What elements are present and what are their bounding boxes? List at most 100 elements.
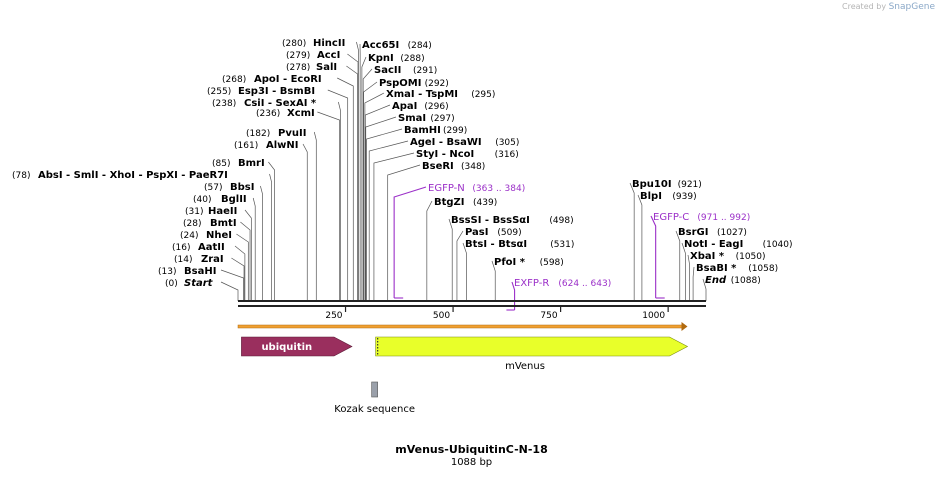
site-connector: [426, 200, 433, 301]
site-bbsi[interactable]: (57) BbsI: [204, 182, 254, 193]
site-name: BbsI: [230, 182, 254, 193]
site-sali[interactable]: (278) SalI: [286, 62, 337, 73]
site-name: XcmI: [287, 108, 315, 119]
site-blpi[interactable]: BlpI (939): [640, 191, 697, 202]
site-btgzi[interactable]: BtgZI (439): [434, 197, 497, 208]
site-connector: [234, 245, 246, 301]
site-acci[interactable]: (279) AccI: [286, 50, 340, 61]
site-name: ZraI: [201, 254, 224, 265]
site-connector: [368, 140, 409, 301]
site-connector: [637, 194, 643, 301]
primer-exfp-r[interactable]: EXFP-R (624 .. 643): [506, 278, 611, 311]
site-csii-sexai[interactable]: (238) CsiI - SexAI *: [212, 98, 317, 109]
orf-bar[interactable]: [237, 324, 683, 329]
site-position: (14): [174, 255, 192, 265]
site-name: AlwNI: [266, 140, 299, 151]
site-connector: [260, 185, 263, 301]
site-kpni[interactable]: KpnI (288): [368, 53, 425, 64]
site-zrai[interactable]: (14) ZraI: [174, 254, 224, 265]
site-name: BtgZI: [434, 197, 465, 208]
site-bmti[interactable]: (28) BmtI: [183, 218, 237, 229]
site-name: BseRI: [422, 161, 454, 172]
site-start[interactable]: (0) Start: [165, 278, 214, 289]
site-apoi-ecori[interactable]: (268) ApoI - EcoRI: [222, 74, 322, 85]
feature-label: Kozak sequence: [334, 404, 415, 415]
site-connector: [681, 242, 686, 301]
ruler-label: 250: [325, 311, 342, 321]
site-bsahi[interactable]: (13) BsaHI: [158, 266, 216, 277]
site-acc65i[interactable]: Acc65I (284): [362, 40, 432, 51]
site-pfoi[interactable]: PfoI * (598): [494, 257, 564, 268]
site-pvuii[interactable]: (182) PvuII: [246, 128, 306, 139]
site-name: PvuII: [278, 128, 306, 139]
site-position: (238): [212, 99, 236, 109]
site-connector: [317, 111, 340, 301]
site-xmai-tspmi[interactable]: XmaI - TspMI (295): [386, 89, 495, 100]
site-bseri[interactable]: BseRI (348): [422, 161, 485, 172]
site-bmri[interactable]: (85) BmrI: [212, 158, 265, 169]
site-position: (284): [408, 41, 432, 51]
primer-name: EXFP-R: [514, 278, 549, 289]
site-position: (16): [172, 243, 190, 253]
site-name: PfoI *: [494, 257, 526, 268]
site-name: Acc65I: [362, 40, 399, 51]
site-name: SmaI: [398, 113, 426, 124]
site-name: XmaI - TspMI: [386, 89, 458, 100]
site-absi-smli-xhoi-pspxi-paer7i[interactable]: (78) AbsI - SmlI - XhoI - PspXI - PaeR7I: [12, 170, 228, 181]
site-xcmi[interactable]: (236) XcmI: [256, 108, 315, 119]
site-position: (296): [424, 102, 448, 112]
site-alwni[interactable]: (161) AlwNI: [234, 140, 299, 151]
feature-kozak-sequence[interactable]: Kozak sequence: [334, 381, 415, 415]
site-position: (297): [430, 114, 454, 124]
site-aatii[interactable]: (16) AatII: [172, 242, 225, 253]
primer-range: (971 .. 992): [697, 213, 750, 223]
primer-connector: [511, 281, 516, 310]
primer-name: EGFP-C: [653, 212, 689, 223]
site-xbai[interactable]: XbaI * (1050): [690, 251, 766, 262]
site-position: (278): [286, 63, 310, 73]
site-pspomi[interactable]: PspOMI (292): [379, 78, 449, 89]
site-connector: [675, 230, 681, 301]
site-styi-ncoi[interactable]: StyI - NcoI (316): [416, 149, 519, 160]
site-bamhi[interactable]: BamHI (299): [404, 125, 467, 136]
site-name: BlpI: [640, 191, 662, 202]
site-bglii[interactable]: (40) BglII: [193, 194, 247, 205]
feature-ubiquitin[interactable]: ubiquitin: [241, 336, 353, 357]
site-smai[interactable]: SmaI (297): [398, 113, 455, 124]
site-agei-bsawi[interactable]: AgeI - BsaWI (305): [410, 137, 519, 148]
site-position: (0): [165, 279, 178, 289]
site-bpu10i[interactable]: Bpu10I (921): [632, 179, 702, 190]
site-connector: [692, 266, 695, 301]
site-name: BssSI - BssSαI: [451, 215, 530, 226]
site-esp3i-bsmbi[interactable]: (255) Esp3I - BsmBI: [207, 86, 315, 97]
primer-egfp-n[interactable]: EGFP-N (363 .. 384): [393, 183, 525, 299]
site-connector: [629, 182, 635, 301]
primer-range: (363 .. 384): [472, 184, 525, 194]
site-position: (161): [234, 141, 258, 151]
site-bsssi-bsss-i[interactable]: BssSI - BssSαI (498): [451, 215, 574, 226]
site-pasi[interactable]: PasI (509): [465, 227, 522, 238]
site-bsrgi[interactable]: BsrGI (1027): [678, 227, 747, 238]
site-position: (24): [180, 231, 198, 241]
site-connector: [462, 242, 467, 301]
site-end[interactable]: End (1088): [705, 275, 761, 286]
site-bsabi[interactable]: BsaBI * (1058): [696, 263, 778, 274]
ruler-label: 500: [433, 311, 450, 321]
site-apai[interactable]: ApaI (296): [392, 101, 449, 112]
site-connector: [327, 89, 349, 301]
site-sacii[interactable]: SacII (291): [374, 65, 437, 76]
primer-egfp-c[interactable]: EGFP-C (971 .. 992): [650, 212, 750, 299]
site-name: SalI: [316, 62, 337, 73]
site-name: ApaI: [392, 101, 417, 112]
feature-mvenus[interactable]: mVenus: [375, 336, 689, 372]
site-hincii[interactable]: (280) HincII: [282, 38, 345, 49]
site-noti-eagi[interactable]: NotI - EagI (1040): [684, 239, 793, 250]
site-nhei[interactable]: (24) NheI: [180, 230, 232, 241]
site-name: Bpu10I: [632, 179, 672, 190]
site-position: (279): [286, 51, 310, 61]
site-btsi-bts-i[interactable]: BtsI - BtsαI (531): [465, 239, 574, 250]
site-position: (1050): [736, 252, 766, 262]
site-haeii[interactable]: (31) HaeII: [185, 206, 237, 217]
site-name: CsiI - SexAI *: [244, 98, 317, 109]
site-connector: [366, 128, 403, 301]
